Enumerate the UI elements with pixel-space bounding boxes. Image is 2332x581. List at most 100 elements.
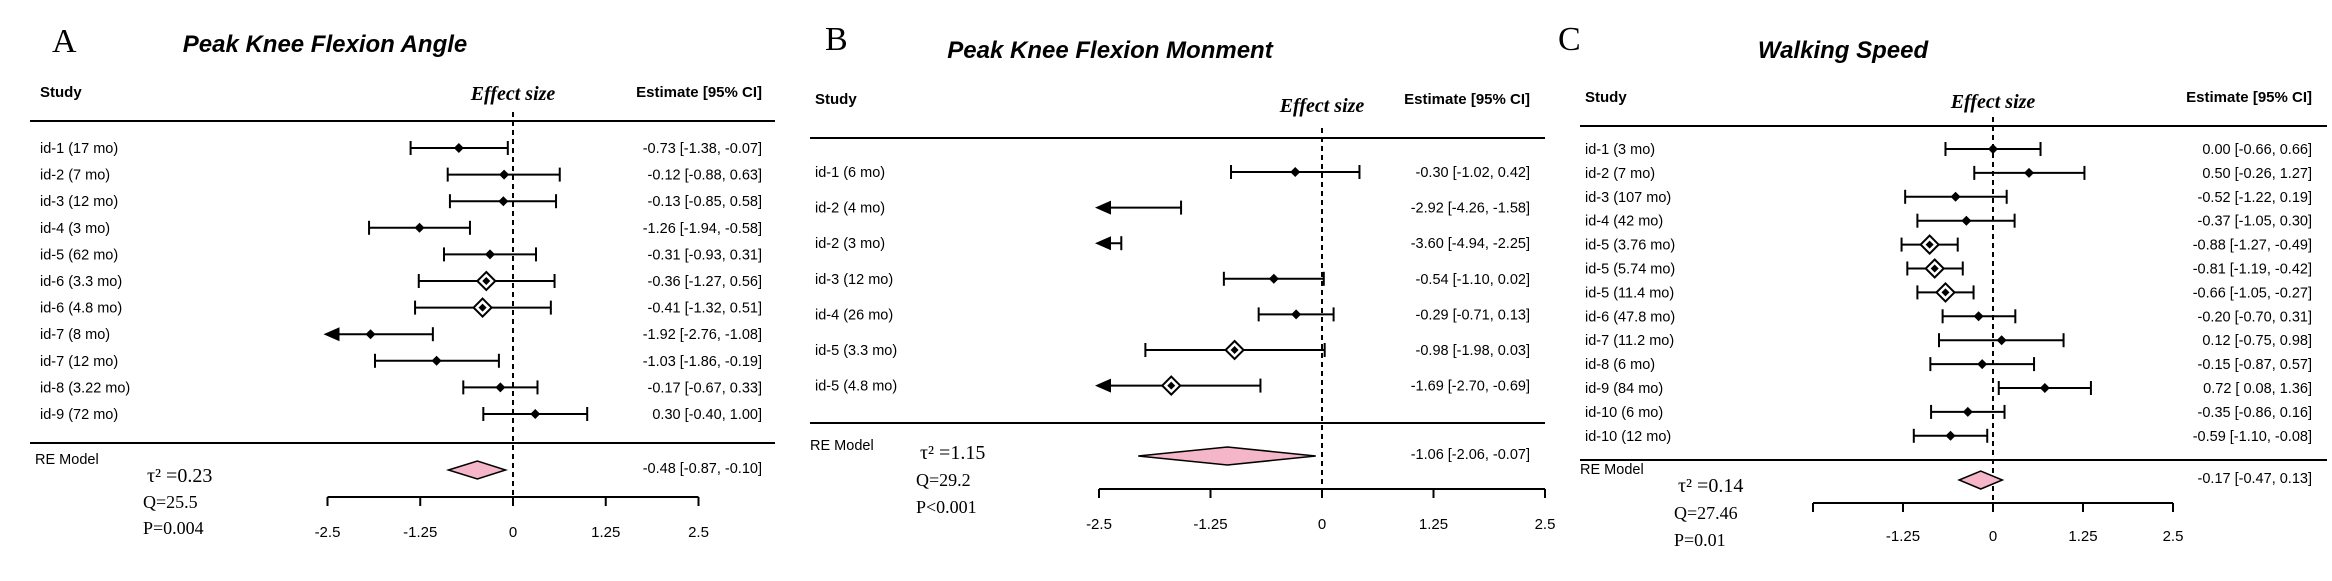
x-tick-label: 1.25 [1419,516,1448,533]
study-estimate-text: -0.29 [-0.71, 0.13] [1416,307,1530,323]
study-estimate-text: -0.20 [-0.70, 0.31] [2198,309,2312,325]
summary-estimate-text: -0.48 [-0.87, -0.10] [643,461,762,477]
study-label: id-9 (84 mo) [1585,381,1663,397]
summary-estimate-text: -1.06 [-2.06, -0.07] [1411,447,1530,463]
study-label: id-7 (12 mo) [40,354,118,370]
point-estimate [1988,144,1998,154]
study-row: id-1 (17 mo) -0.73 [-1.38, -0.07] [40,141,762,157]
p-value: P=0.004 [143,518,204,538]
point-estimate [1962,406,1973,417]
study-estimate-text: -0.37 [-1.05, 0.30] [2198,214,2312,230]
point-estimate-core [1925,240,1934,249]
summary-estimate-text: -0.17 [-0.47, 0.13] [2198,471,2312,487]
x-tick-label: -1.25 [1886,528,1920,545]
point-estimate [1996,335,2007,346]
panel-title: Peak Knee Flexion Monment [947,37,1273,64]
point-estimate [498,196,509,207]
study-estimate-text: -1.03 [-1.86, -0.19] [643,354,762,370]
study-label: id-1 (6 mo) [815,165,885,181]
point-estimate [414,222,425,233]
point-estimate [2039,383,2050,393]
study-row: id-5 (3.76 mo) -0.88 [-1.27, -0.49] [1585,234,2312,256]
study-estimate-text: -3.60 [-4.94, -2.25] [1411,236,1530,252]
study-row: id-9 (84 mo) 0.72 [ 0.08, 1.36] [1585,381,2312,397]
study-estimate-text: 0.50 [-0.26, 1.27] [2202,166,2312,182]
effect-size-header: Effect size [470,83,556,105]
study-header: Study [1585,89,1627,106]
x-tick-label: -2.5 [1086,516,1112,533]
x-tick-label: 2.5 [688,524,709,541]
summary-label: RE Model [810,438,874,454]
study-row: id-5 (5.74 mo) -0.81 [-1.19, -0.42] [1585,258,2312,279]
summary-row: RE Model -0.48 [-0.87, -0.10] [35,452,762,480]
study-label: id-10 (6 mo) [1585,405,1663,421]
study-row: id-1 (6 mo) -0.30 [-1.02, 0.42] [815,165,1530,181]
x-tick-label: 2.5 [1535,516,1556,533]
study-label: id-3 (12 mo) [40,194,118,210]
study-estimate-text: -0.41 [-1.32, 0.51] [648,301,762,317]
study-label: id-5 (4.8 mo) [815,379,897,395]
forest-panel-c: C Walking Speed Study Effect size Estimate [… [1558,21,2327,550]
summary-row: RE Model -0.17 [-0.47, 0.13] [1580,462,2312,490]
study-label: id-10 (12 mo) [1585,429,1671,445]
study-estimate-text: -1.26 [-1.94, -0.58] [643,221,762,237]
ci-truncation-arrow [1095,200,1111,215]
study-estimate-text: -0.12 [-0.88, 0.63] [648,168,762,184]
study-row: id-5 (4.8 mo) -1.69 [-2.70, -0.69] [815,375,1530,397]
study-label: id-5 (62 mo) [40,247,118,263]
study-label: id-3 (12 mo) [815,272,893,288]
point-estimate [499,169,510,180]
study-estimate-text: -0.88 [-1.27, -0.49] [2193,238,2312,254]
study-label: id-5 (5.74 mo) [1585,262,1675,278]
x-tick-label: 1.25 [2068,528,2097,545]
study-row: id-5 (62 mo) -0.31 [-0.93, 0.31] [40,247,762,263]
study-estimate-text: -1.92 [-2.76, -1.08] [643,327,762,343]
tau-squared: τ² =1.15 [920,442,985,464]
study-estimate-text: 0.72 [ 0.08, 1.36] [2203,381,2312,397]
point-estimate-core [1941,288,1950,297]
study-row: id-6 (4.8 mo) -0.41 [-1.32, 0.51] [40,297,762,319]
study-label: id-6 (3.3 mo) [40,274,122,290]
study-row: id-10 (12 mo) -0.59 [-1.10, -0.08] [1585,428,2312,445]
study-row: id-6 (3.3 mo) -0.36 [-1.27, 0.56] [40,270,762,292]
study-label: id-7 (8 mo) [40,327,110,343]
study-row: id-8 (3.22 mo) -0.17 [-0.67, 0.33] [40,380,762,396]
ci-truncation-arrow [1095,236,1111,251]
summary-row: RE Model -1.06 [-2.06, -0.07] [810,438,1530,466]
point-estimate-core [1167,381,1176,390]
study-estimate-text: -0.17 [-0.67, 0.33] [648,380,762,396]
study-row: id-5 (11.4 mo) -0.66 [-1.05, -0.27] [1585,281,2312,303]
study-row: id-2 (3 mo) -3.60 [-4.94, -2.25] [815,236,1530,252]
ci-truncation-arrow [1095,378,1111,393]
study-row: id-2 (7 mo) 0.50 [-0.26, 1.27] [1585,165,2312,182]
study-label: id-2 (4 mo) [815,201,885,217]
study-row: id-3 (12 mo) -0.54 [-1.10, 0.02] [815,271,1530,288]
panel-title: Peak Knee Flexion Angle [183,31,468,58]
study-estimate-text: -0.30 [-1.02, 0.42] [1416,165,1530,181]
panel-title: Walking Speed [1758,37,1930,64]
summary-label: RE Model [35,452,99,468]
panel-label: A [52,23,77,60]
point-estimate [530,409,541,419]
study-label: id-4 (26 mo) [815,307,893,323]
study-row: id-2 (4 mo) -2.92 [-4.26, -1.58] [815,200,1530,217]
study-row: id-3 (12 mo) -0.13 [-0.85, 0.58] [40,194,762,210]
study-label: id-4 (3 mo) [40,221,110,237]
point-estimate-core [1930,264,1939,273]
study-label: id-2 (3 mo) [815,236,885,252]
study-row: id-2 (7 mo) -0.12 [-0.88, 0.63] [40,167,762,184]
summary-diamond [445,460,509,480]
point-estimate [1268,273,1279,284]
effect-size-header: Effect size [1279,95,1365,117]
p-value: P<0.001 [916,497,977,517]
study-label: id-5 (3.3 mo) [815,343,897,359]
point-estimate [1961,215,1972,226]
tau-squared: τ² =0.23 [147,465,212,487]
study-row: id-5 (3.3 mo) -0.98 [-1.98, 0.03] [815,339,1530,361]
study-label: id-3 (107 mo) [1585,190,1671,206]
point-estimate [495,382,506,393]
ci-truncation-arrow [323,327,340,342]
study-row: id-6 (47.8 mo) -0.20 [-0.70, 0.31] [1585,309,2312,325]
x-tick-label: 2.5 [2163,528,2184,545]
summary-diamond [1957,470,2005,490]
